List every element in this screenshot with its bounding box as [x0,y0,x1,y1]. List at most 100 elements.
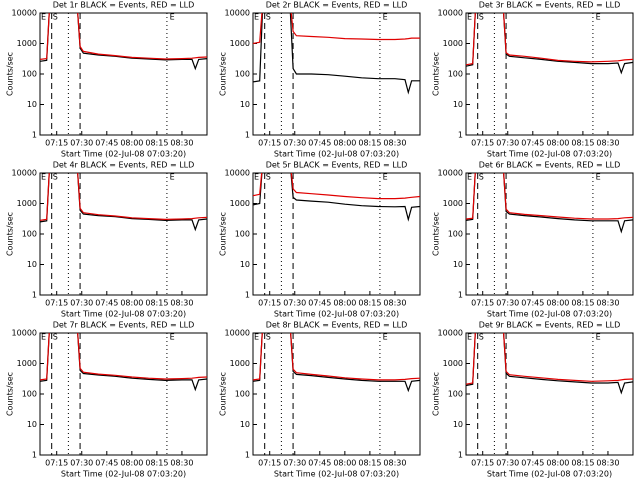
annotation: E [596,173,601,182]
annotation: S [266,333,271,342]
y-axis-label: Counts/sec [432,212,441,256]
series-line [466,13,633,75]
y-tick-label: 10 [27,260,37,269]
x-tick-label: 07:15 [258,299,281,308]
series-group [253,173,420,222]
plot-frame [465,172,634,296]
annotation: S [266,13,271,22]
series-line [253,173,420,222]
y-tick-label: 10 [27,420,37,429]
plot-frame [465,12,634,136]
panel-title: Det 6r BLACK = Events, RED = LLD [479,161,621,170]
plot-frame [39,332,208,456]
x-tick-label: 07:15 [45,299,68,308]
y-tick-label: 10000 [12,169,37,178]
y-tick-label: 10000 [438,9,463,18]
panel: Det 1r BLACK = Events, RED = LLD 1 10 100 10… [6,1,208,159]
x-tick-label: 08:30 [170,139,193,148]
x-tick-label: 08:15 [571,459,594,468]
series-line [253,333,420,381]
x-axis-label: Start Time (02-Jul-08 07:03:20) [61,470,186,479]
annotation: E [467,13,472,22]
y-axis-label: Counts/sec [6,52,15,96]
y-axis-label: Counts/sec [6,372,15,416]
panel: Det 7r BLACK = Events, RED = LLD 1 10 100 10… [6,321,208,479]
series-line [40,13,207,60]
y-tick-label: 1 [458,451,463,460]
x-tick-label: 08:15 [358,299,381,308]
x-tick-label: 08:30 [383,459,406,468]
y-tick-label: 10000 [225,9,250,18]
plot-frame [252,12,421,136]
annotation: S [266,173,271,182]
panel-title: Det 5r BLACK = Events, RED = LLD [266,161,408,170]
x-tick-label: 08:15 [145,459,168,468]
y-tick-label: 1 [245,291,250,300]
x-tick-label: 07:45 [308,139,331,148]
x-tick-label: 07:45 [95,459,118,468]
annotation: S [479,13,484,22]
y-axis-label: Counts/sec [432,52,441,96]
x-tick-label: 08:00 [546,299,569,308]
y-tick-label: 1000 [230,199,250,208]
annotation: S [53,173,58,182]
x-tick-label: 07:30 [70,459,93,468]
x-tick-label: 08:30 [383,299,406,308]
y-tick-label: 10 [240,100,250,109]
y-axis-label: Counts/sec [219,52,228,96]
y-tick-label: 100 [22,230,37,239]
y-tick-label: 100 [22,70,37,79]
annotation: E [41,173,46,182]
series-group [466,173,633,234]
y-tick-label: 1000 [443,199,463,208]
x-tick-label: 08:30 [383,139,406,148]
plot-frame [39,172,208,296]
x-tick-label: 07:30 [496,139,519,148]
panel: Det 3r BLACK = Events, RED = LLD 1 10 100 10… [432,1,634,159]
panel-title: Det 3r BLACK = Events, RED = LLD [479,1,621,10]
series-line [253,333,420,393]
x-tick-label: 07:15 [471,459,494,468]
series-group [253,13,420,95]
x-tick-label: 07:45 [95,139,118,148]
panel: Det 8r BLACK = Events, RED = LLD 1 10 100 10… [219,321,421,479]
y-tick-label: 1 [32,131,37,140]
y-tick-label: 10000 [12,9,37,18]
panel-title: Det 9r BLACK = Events, RED = LLD [479,321,621,330]
x-tick-label: 08:30 [596,299,619,308]
panel: Det 6r BLACK = Events, RED = LLD 1 10 100 10… [432,161,634,319]
x-axis-label: Start Time (02-Jul-08 07:03:20) [487,470,612,479]
x-tick-label: 07:30 [283,139,306,148]
annotation: E [383,173,388,182]
y-tick-label: 1000 [443,39,463,48]
annotation: E [467,173,472,182]
y-tick-label: 10 [453,420,463,429]
y-tick-label: 10 [453,260,463,269]
y-tick-label: 1 [245,131,250,140]
series-line [253,13,420,45]
x-axis-label: Start Time (02-Jul-08 07:03:20) [61,150,186,159]
x-tick-label: 08:15 [358,459,381,468]
y-tick-label: 1 [245,451,250,460]
series-line [40,173,207,232]
y-tick-label: 1 [458,131,463,140]
y-tick-label: 10000 [438,169,463,178]
x-tick-label: 07:45 [521,139,544,148]
y-tick-label: 10000 [438,329,463,338]
plot-frame [252,332,421,456]
x-tick-label: 08:30 [170,459,193,468]
x-tick-label: 07:15 [258,139,281,148]
x-tick-label: 08:00 [546,139,569,148]
x-tick-label: 07:45 [521,299,544,308]
series-line [466,173,633,220]
x-tick-label: 07:45 [95,299,118,308]
x-tick-label: 07:30 [283,459,306,468]
annotation: E [170,13,175,22]
y-tick-label: 1 [32,451,37,460]
y-tick-label: 10000 [225,329,250,338]
x-tick-label: 08:00 [120,139,143,148]
series-line [466,333,633,395]
x-tick-label: 08:00 [333,299,356,308]
y-tick-label: 100 [448,230,463,239]
y-tick-label: 10 [453,100,463,109]
